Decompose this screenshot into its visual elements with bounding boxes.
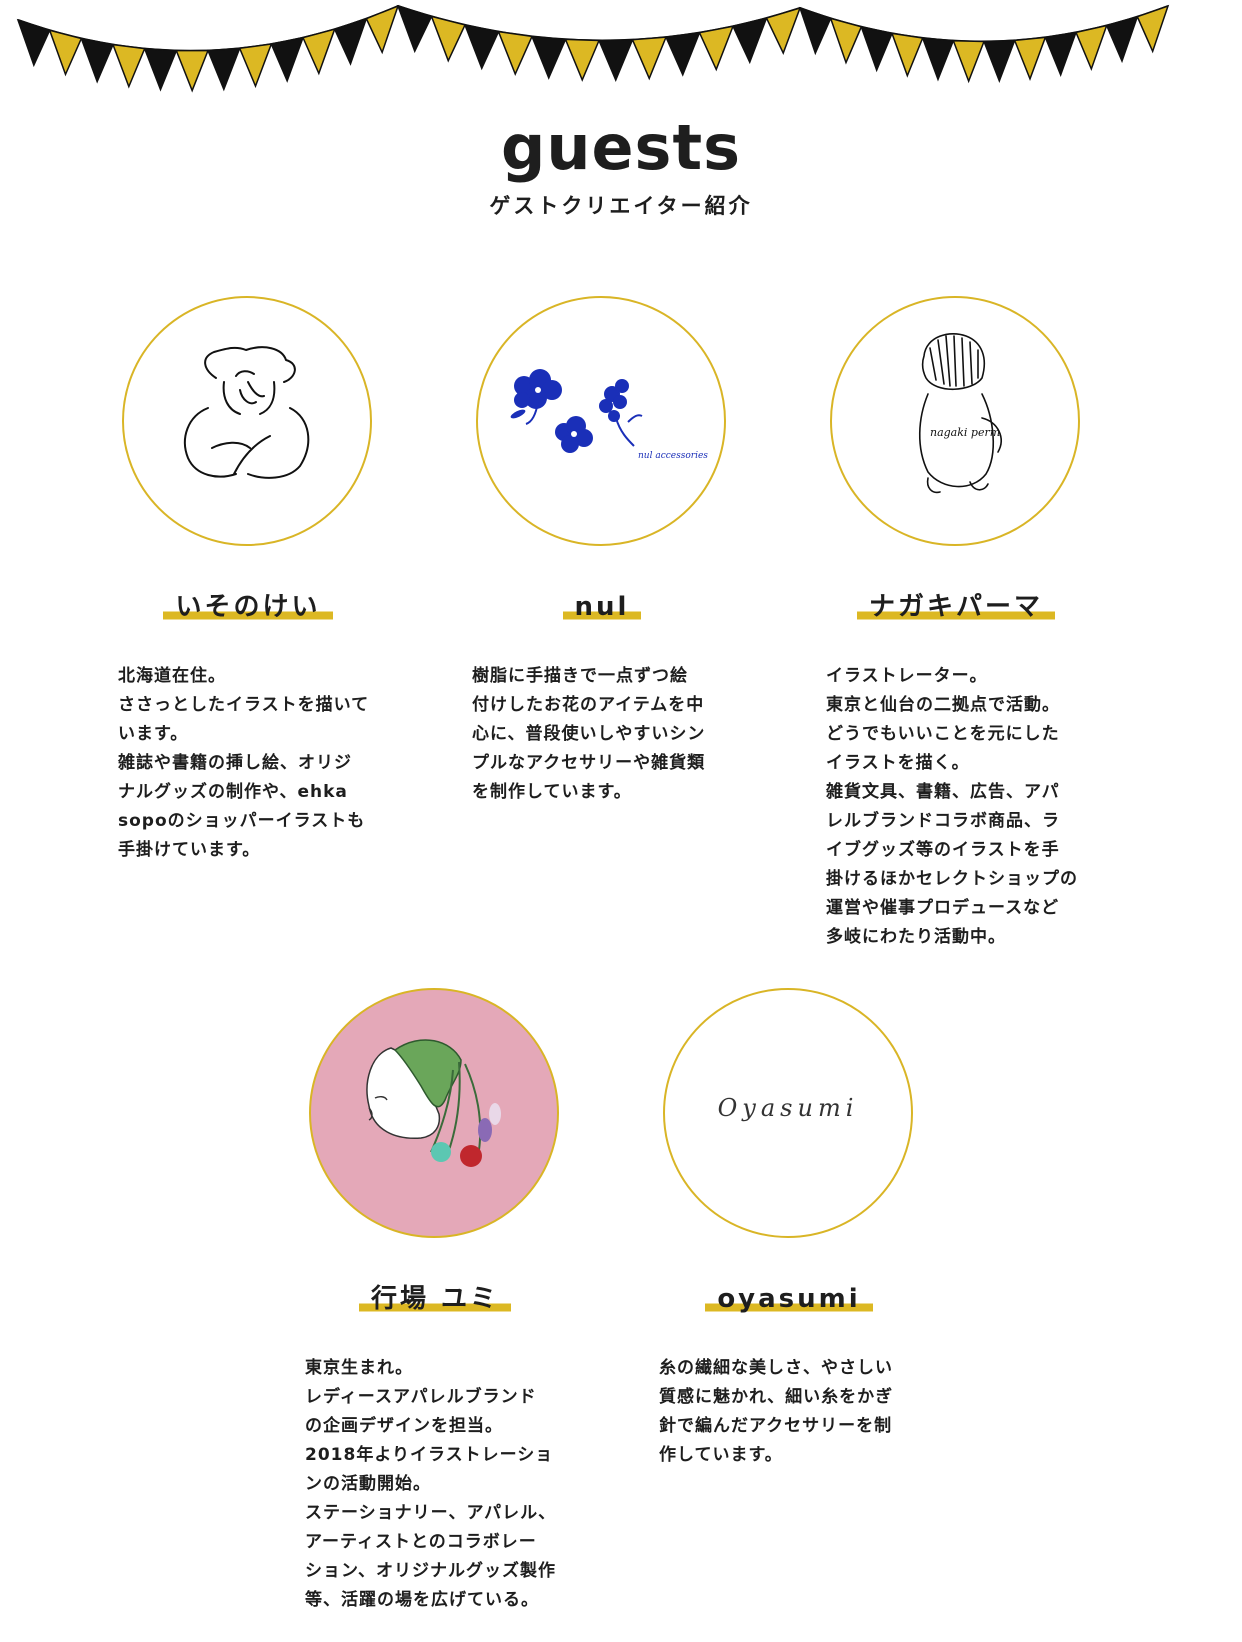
guest-name: 行場 ユミ: [358, 1284, 512, 1314]
guest-card-nagakiperm: nagaki perm ナガキパーマ イラストレーター。 東京と仙台の二拠点で活…: [826, 296, 1086, 952]
pennant-flag: [206, 47, 241, 92]
pennant-flag: [664, 31, 701, 77]
pennant-flag: [301, 28, 336, 76]
pennant-flag: [143, 47, 178, 92]
pennant-flag: [238, 43, 273, 89]
pennant-flag: [952, 39, 986, 84]
oyasumi-logo-text: Oyasumi: [718, 1094, 859, 1122]
pennant-flag: [1044, 31, 1078, 77]
pennant-flag: [396, 4, 433, 54]
face-with-flowers-illustration-icon: [366, 1039, 501, 1167]
pennant-flag: [48, 29, 83, 77]
nul-logo-text: nul accessories: [638, 451, 708, 461]
guest-name: oyasumi: [705, 1284, 873, 1314]
nagaki-logo-text: nagaki perm: [930, 426, 1000, 439]
pennant-flag: [798, 6, 832, 56]
guest-avatar[interactable]: nagaki perm: [830, 296, 1080, 546]
pennant-flag: [1074, 24, 1108, 72]
guest-card-isonokei: いそのけい 北海道在住。 ささっとしたイラストを描いて います。 雑誌や書籍の挿…: [118, 296, 378, 865]
guest-name: いそのけい: [163, 592, 333, 622]
pennant-flag: [80, 37, 115, 84]
blue-flowers-illustration-icon: nul accessories: [510, 369, 708, 461]
pennant-flag: [175, 49, 210, 93]
guest-avatar[interactable]: Oyasumi: [663, 988, 913, 1238]
child-back-illustration-icon: nagaki perm: [918, 332, 1002, 494]
oyasumi-logo-icon: Oyasumi: [718, 1094, 859, 1122]
guest-description: 北海道在住。 ささっとしたイラストを描いて います。 雑誌や書籍の挿し絵、オリジ…: [118, 666, 370, 860]
pennant-flag: [463, 23, 500, 71]
page-title: guests: [500, 111, 741, 184]
pennant-flag: [333, 17, 368, 66]
guest-avatar[interactable]: [309, 988, 559, 1238]
pennant-flag: [631, 36, 668, 81]
woman-face-illustration-icon: [183, 346, 310, 479]
section-header: guests ゲストクリエイター紹介: [0, 108, 1242, 220]
pennant-flag: [16, 18, 51, 68]
guest-card-gyoba-yumi: 行場 ユミ 東京生まれ。 レディースアパレルブランド の企画デザインを担当。 2…: [305, 988, 565, 1615]
pennant-flag: [982, 39, 1016, 84]
guest-name: nul: [562, 592, 642, 622]
pennant-flag: [564, 38, 601, 82]
guest-avatar[interactable]: nul accessories: [476, 296, 726, 546]
guest-description: イラストレーター。 東京と仙台の二拠点で活動。 どうでもいいことを元にした イラ…: [826, 666, 1078, 947]
guest-card-nul: nul accessories nul 樹脂に手描きで一点ずつ絵 付けしたお花の…: [472, 296, 732, 807]
pennant-flag: [698, 25, 735, 72]
pennant-flag: [365, 4, 400, 55]
guest-description: 樹脂に手描きで一点ずつ絵 付けしたお花のアイテムを中 心に、普段使いしやすいシン…: [472, 666, 706, 802]
page-subtitle: ゲストクリエイター紹介: [489, 194, 753, 218]
guest-description: 東京生まれ。 レディースアパレルブランド の企画デザインを担当。 2018年より…: [305, 1358, 557, 1610]
pennant-flag: [921, 37, 955, 82]
pennant-flag: [1013, 36, 1047, 81]
pennant-flag: [597, 38, 634, 83]
pennant-flag: [1105, 15, 1139, 64]
pennant-flag: [829, 17, 863, 65]
guest-avatar[interactable]: [122, 296, 372, 546]
pennant-flag: [860, 25, 894, 73]
pennant-flag: [731, 17, 768, 65]
guest-card-oyasumi: Oyasumi oyasumi 糸の繊細な美しさ、やさしい 質感に魅かれ、細い糸…: [659, 988, 919, 1470]
pennant-flag: [890, 32, 924, 78]
guest-name: ナガキパーマ: [856, 592, 1055, 622]
pennant-flag: [1136, 4, 1170, 54]
pennant-flag: [765, 6, 802, 55]
guest-description: 糸の繊細な美しさ、やさしい 質感に魅かれ、細い糸をかぎ 針で編んだアクセサリーを…: [659, 1358, 894, 1465]
pennant-flag: [530, 35, 567, 80]
pennant-flag: [430, 15, 467, 63]
pennant-bunting: [16, 4, 1170, 93]
pennant-flag: [270, 36, 305, 83]
pennant-flag: [497, 30, 534, 76]
pennant-flag: [111, 43, 146, 89]
